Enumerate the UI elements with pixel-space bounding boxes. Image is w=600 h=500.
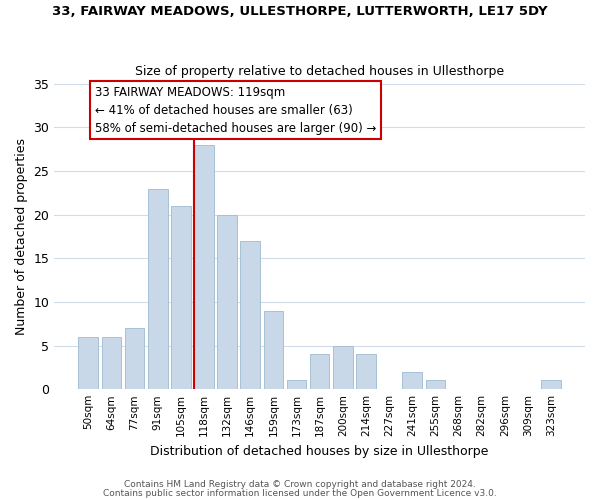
Bar xyxy=(263,310,283,389)
Bar xyxy=(125,328,145,389)
Bar xyxy=(333,346,353,389)
Bar xyxy=(194,145,214,389)
Text: Contains HM Land Registry data © Crown copyright and database right 2024.: Contains HM Land Registry data © Crown c… xyxy=(124,480,476,489)
X-axis label: Distribution of detached houses by size in Ullesthorpe: Distribution of detached houses by size … xyxy=(151,444,489,458)
Text: 33 FAIRWAY MEADOWS: 119sqm
← 41% of detached houses are smaller (63)
58% of semi: 33 FAIRWAY MEADOWS: 119sqm ← 41% of deta… xyxy=(95,86,377,134)
Bar xyxy=(217,214,237,389)
Bar xyxy=(148,188,167,389)
Text: Contains public sector information licensed under the Open Government Licence v3: Contains public sector information licen… xyxy=(103,488,497,498)
Bar xyxy=(79,337,98,389)
Bar xyxy=(241,241,260,389)
Text: 33, FAIRWAY MEADOWS, ULLESTHORPE, LUTTERWORTH, LE17 5DY: 33, FAIRWAY MEADOWS, ULLESTHORPE, LUTTER… xyxy=(52,5,548,18)
Bar xyxy=(310,354,329,389)
Bar xyxy=(541,380,561,389)
Y-axis label: Number of detached properties: Number of detached properties xyxy=(15,138,28,335)
Bar xyxy=(171,206,191,389)
Bar xyxy=(403,372,422,389)
Bar xyxy=(356,354,376,389)
Bar xyxy=(425,380,445,389)
Title: Size of property relative to detached houses in Ullesthorpe: Size of property relative to detached ho… xyxy=(135,66,504,78)
Bar xyxy=(101,337,121,389)
Bar xyxy=(287,380,307,389)
